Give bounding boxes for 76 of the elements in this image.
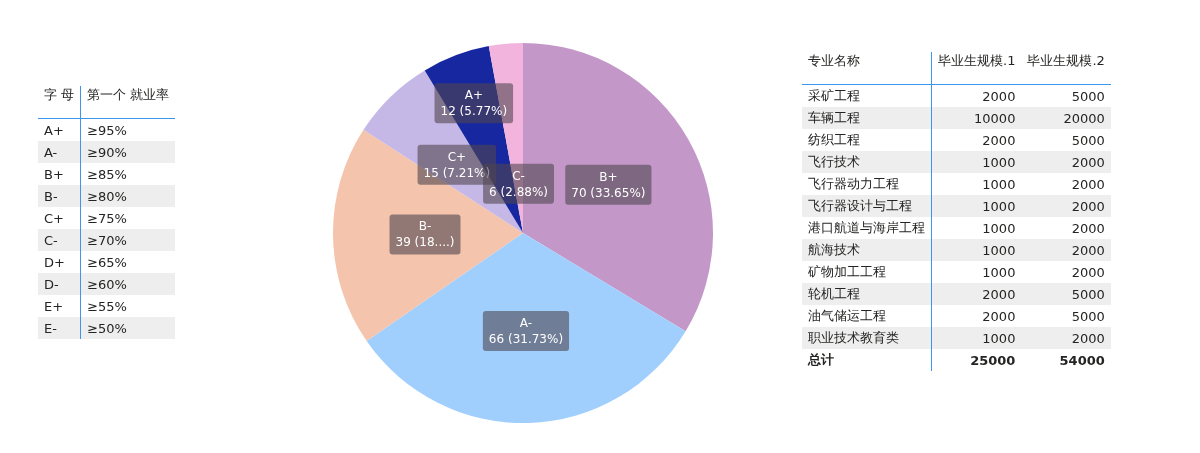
text: 2000 [1071,198,1105,214]
text: ≥75% [87,210,127,226]
category-label: 毕业生规模.1 [931,52,1022,85]
text: 纺织工程 [808,132,860,147]
data-label: 15 (7.21%) [423,165,491,180]
text: 1000 [982,264,1016,280]
text: 1000 [982,330,1016,346]
text: 职业技术教育类 [808,330,899,345]
text: A+ [44,122,64,138]
text: 油气储运工程 [808,308,886,323]
text: B- [44,188,58,204]
text: E+ [44,298,64,314]
text: 1000 [982,176,1016,192]
text: C- [44,232,58,248]
text: D- [44,276,59,292]
data-label: 70 (33.65%) [571,185,646,200]
text: ≥70% [87,232,127,248]
text: 5000 [1071,132,1105,148]
slice-label: A- [519,315,533,330]
text: 1000 [982,220,1016,236]
text: ≥60% [87,276,127,292]
slice-label: B+ [599,169,618,184]
category-label: 专业名称 [802,52,932,85]
text: 20000 [1063,110,1105,126]
text: 2000 [1071,154,1105,170]
text: 采矿工程 [808,88,860,103]
data-label: 39 (18....) [395,235,455,250]
text: 1000 [982,242,1016,258]
text: ≥55% [87,298,127,314]
text: 1000 [982,154,1016,170]
data-label: 12 (5.77%) [440,104,508,119]
category-label: 毕业生规模.2 [1021,52,1111,85]
text: 2000 [982,88,1016,104]
text: 航海技术 [808,242,860,257]
text: 5000 [1071,308,1105,324]
slice-label: C+ [447,149,467,164]
text: ≥65% [87,254,127,270]
text: 飞行器动力工程 [808,176,899,191]
slice-label: C- [512,168,525,183]
text: ≥50% [87,320,127,336]
slice-label: A+ [464,88,483,103]
slice-label: B- [418,219,432,234]
text: 5000 [1071,88,1105,104]
text: ≥90% [87,144,127,160]
data-label: 66 (31.73%) [488,331,564,346]
text: ≥80% [87,188,127,204]
text: 2000 [982,308,1016,324]
category-label: 字 母 [38,86,81,119]
text: D+ [44,254,65,270]
text: 2000 [1071,330,1105,346]
category-label: 第一个 就业率 [80,86,176,119]
text: 5000 [1071,286,1105,302]
text: 1000 [982,198,1016,214]
text: 10000 [974,110,1016,126]
text: 2000 [982,132,1016,148]
text: 飞行技术 [808,154,860,169]
text: 总计 [808,352,834,367]
text: ≥85% [87,166,127,182]
text: 飞行器设计与工程 [808,198,912,213]
text: 54000 [1059,352,1105,368]
text: 2000 [1071,176,1105,192]
text: 2000 [1071,264,1105,280]
text: 车辆工程 [808,110,860,125]
text: 2000 [982,286,1016,302]
text: B+ [44,166,64,182]
text: 2000 [1071,220,1105,236]
text: 轮机工程 [808,286,860,301]
text: 矿物加工工程 [808,264,886,279]
text: 2000 [1071,242,1105,258]
text: E- [44,320,57,336]
text: ≥95% [87,122,127,138]
text: C+ [44,210,64,226]
text: 港口航道与海岸工程 [808,220,925,235]
text: A- [44,144,58,160]
text: 25000 [970,352,1016,368]
data-label: 6 (2.88%) [489,184,548,199]
